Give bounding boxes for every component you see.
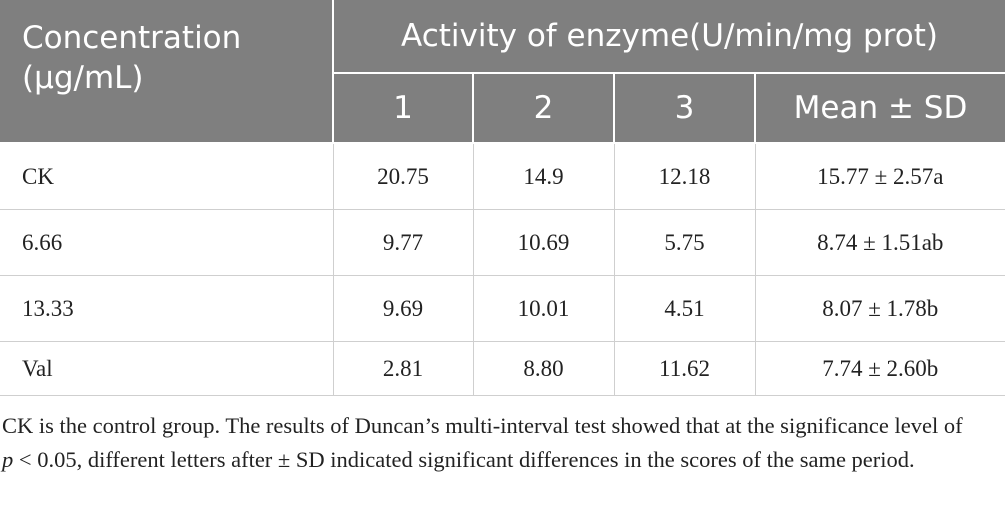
- footnote: CK is the control group. The results of …: [0, 396, 1005, 477]
- footnote-text: < 0.05, different letters after ± SD ind…: [13, 447, 915, 472]
- table-cell: 15.77 ± 2.57a: [754, 142, 1005, 210]
- table-cell: 6.66: [0, 209, 334, 276]
- table-row: Val 2.81 8.80 11.62 7.74 ± 2.60b: [0, 341, 1005, 396]
- data-table: Concentration (μg/mL) Activity of enzyme…: [0, 0, 1005, 396]
- footnote-text: CK is the control group. The results of …: [2, 413, 963, 438]
- header-cell: Mean ± SD: [753, 73, 1005, 144]
- footnote-text: p: [2, 447, 14, 472]
- header-cell: 3: [613, 73, 756, 144]
- table-cell: 7.74 ± 2.60b: [754, 341, 1005, 396]
- table-cell: 11.62: [613, 341, 756, 396]
- table-cell: Val: [0, 341, 334, 396]
- table-cell: 10.69: [472, 209, 615, 276]
- table-row: 6.66 9.77 10.69 5.75 8.74 ± 1.51ab: [0, 209, 1005, 276]
- table-cell: 12.18: [613, 142, 756, 210]
- table-cell: 8.80: [472, 341, 615, 396]
- table-row: CK 20.75 14.9 12.18 15.77 ± 2.57a: [0, 142, 1005, 210]
- header-cell: Concentration (μg/mL): [0, 0, 334, 144]
- header-cell: 2: [472, 73, 615, 144]
- table-cell: 10.01: [472, 275, 615, 342]
- table-cell: 9.69: [332, 275, 474, 342]
- table-cell: 9.77: [332, 209, 474, 276]
- table-cell: 20.75: [332, 142, 474, 210]
- table-cell: 8.74 ± 1.51ab: [754, 209, 1005, 276]
- table-cell: CK: [0, 142, 334, 210]
- table-cell: 14.9: [472, 142, 615, 210]
- header-cell: 1: [332, 73, 474, 144]
- header-cell: Activity of enzyme(U/min/mg prot): [331, 0, 1005, 74]
- table-cell: 5.75: [613, 209, 756, 276]
- table-row: 13.33 9.69 10.01 4.51 8.07 ± 1.78b: [0, 275, 1005, 342]
- table-cell: 13.33: [0, 275, 334, 342]
- table-cell: 8.07 ± 1.78b: [754, 275, 1005, 342]
- table-cell: 4.51: [613, 275, 756, 342]
- table-cell: 2.81: [332, 341, 474, 396]
